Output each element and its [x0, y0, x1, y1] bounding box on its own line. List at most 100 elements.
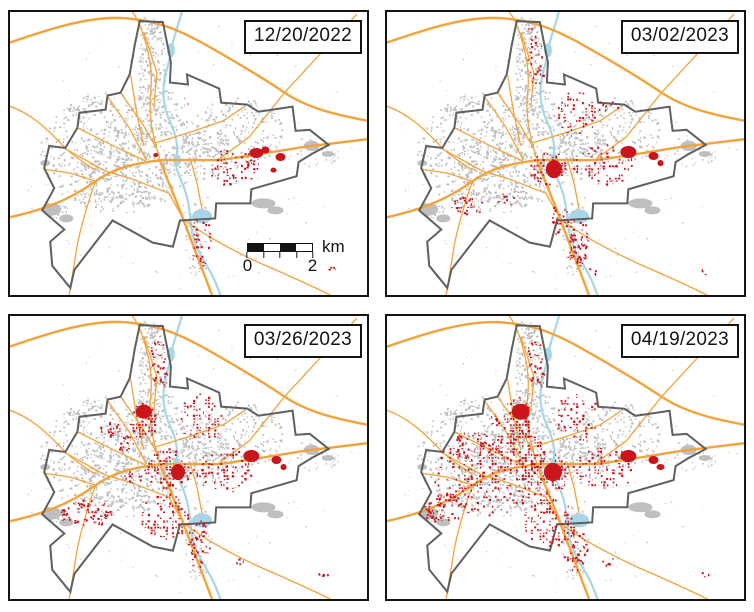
road-minor [10, 105, 96, 171]
pond [192, 209, 213, 224]
road-minor [44, 472, 96, 486]
road-major [10, 320, 367, 426]
city-boundary [417, 20, 708, 291]
river-layer [162, 316, 222, 599]
scale-bar-end-label: 2 [307, 256, 318, 275]
city-boundary [417, 324, 708, 594]
road-minor [44, 168, 96, 182]
scale-bar-segment [248, 244, 264, 251]
city-boundary [40, 20, 331, 291]
road-minor [182, 217, 332, 295]
road-minor [77, 431, 147, 466]
city-boundary-layer [417, 324, 708, 594]
road-minor [155, 410, 245, 448]
map-canvas-3 [10, 316, 367, 599]
damage-layer [60, 341, 329, 578]
date-label: 12/20/2022 [253, 25, 352, 46]
scale-bar-unit-label: km [322, 237, 345, 256]
river-layer [539, 316, 599, 599]
scale-bar-tick [246, 252, 248, 258]
road-minor [182, 521, 332, 599]
road-minor [421, 472, 473, 486]
road-minor [520, 31, 535, 108]
road-minor [508, 12, 538, 161]
road-minor [497, 92, 535, 150]
river-layer [162, 12, 222, 295]
damage-layer [418, 341, 710, 578]
road-major [535, 159, 591, 295]
road-minor [130, 75, 145, 147]
road-minor [559, 217, 709, 295]
date-box: 03/02/2023 [620, 20, 739, 54]
road-major [387, 16, 744, 122]
road-minor [507, 75, 522, 147]
buildings-layer [26, 321, 361, 593]
road-minor [143, 31, 158, 108]
map-panel-1: 12/20/2022 0 2 km [8, 10, 369, 297]
map-canvas-4 [387, 316, 744, 599]
city-boundary [40, 324, 331, 595]
buildings-layer [403, 17, 738, 289]
road-minor [421, 168, 473, 182]
scale-bar-segment [296, 244, 312, 251]
date-label: 04/19/2023 [630, 329, 729, 350]
road-minor [131, 316, 161, 465]
road-minor [64, 148, 133, 180]
scale-bar-segments [247, 243, 313, 252]
date-label: 03/26/2023 [253, 329, 352, 350]
road-minor [10, 409, 96, 475]
road-minor [520, 336, 535, 412]
pond [192, 513, 213, 528]
road-major [387, 442, 744, 523]
city-boundary-layer [40, 20, 331, 291]
road-minor [454, 127, 524, 162]
map-canvas-2 [387, 12, 744, 295]
scale-bar-start-label: 0 [242, 256, 253, 275]
road-major [535, 463, 591, 599]
road-minor [484, 96, 524, 160]
map-panel-3: 03/26/2023 [8, 314, 369, 601]
road-minor [532, 410, 622, 448]
map-panel-2: 03/02/2023 [385, 10, 746, 297]
roads-layer [387, 12, 744, 295]
scale-bar-tick [279, 252, 281, 258]
damage-layer [153, 146, 336, 271]
scale-bar-segment [264, 244, 280, 251]
road-minor [508, 316, 538, 465]
date-label: 03/02/2023 [630, 25, 729, 46]
scale-bar-tick [262, 252, 265, 258]
road-minor [189, 461, 203, 514]
pond [569, 209, 590, 224]
road-major [10, 16, 367, 122]
road-minor [566, 157, 580, 210]
date-box: 04/19/2023 [620, 324, 739, 358]
scale-bar: 0 2 km [243, 237, 345, 275]
road-minor [509, 482, 561, 523]
road-minor [64, 452, 133, 484]
scale-bar-tick [295, 252, 298, 258]
road-minor [77, 127, 147, 162]
road-major [158, 463, 214, 599]
road-major [387, 320, 744, 426]
road-minor [131, 12, 161, 161]
road-minor [107, 96, 147, 160]
scale-bar-segment [280, 244, 296, 251]
road-major [387, 138, 744, 219]
map-panel-4: 04/19/2023 [385, 314, 746, 601]
scale-bar-tick [312, 252, 314, 258]
road-minor [107, 400, 147, 464]
road-minor [155, 106, 245, 144]
road-minor [484, 400, 524, 464]
road-minor [120, 92, 158, 150]
damage-layer [451, 27, 707, 276]
road-minor [132, 482, 184, 523]
road-minor [189, 157, 203, 210]
road-major [158, 159, 214, 295]
road-minor [566, 461, 580, 514]
scale-bar-ticks [246, 252, 314, 258]
date-box: 03/26/2023 [243, 324, 362, 358]
city-boundary-layer [417, 20, 708, 291]
road-minor [454, 431, 524, 466]
road-minor [387, 105, 473, 171]
